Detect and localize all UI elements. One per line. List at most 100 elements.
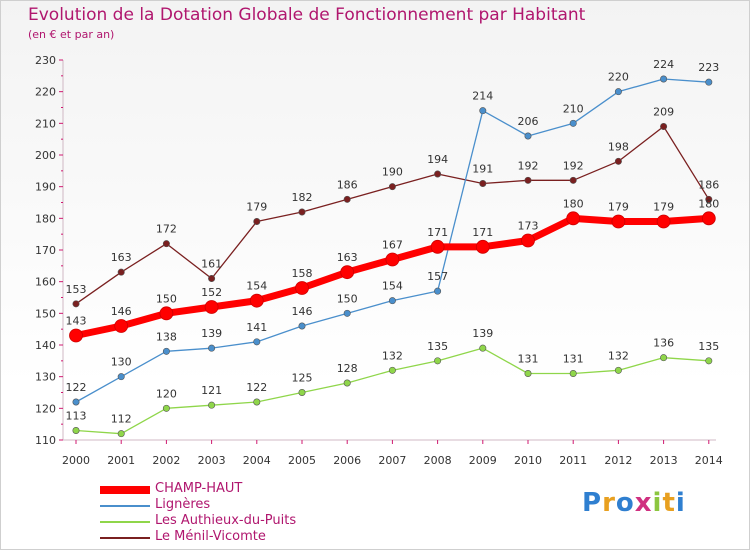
data-point [524,132,532,140]
data-label: 113 [66,410,87,423]
logo-letter: x [634,488,653,518]
data-label: 128 [337,362,358,375]
data-point [430,239,445,254]
data-label: 171 [427,226,448,239]
data-label: 131 [518,353,539,366]
data-point [656,214,671,229]
data-point [253,338,261,346]
data-label: 122 [246,381,267,394]
data-point [521,233,535,248]
y-tick-label: 170 [35,244,56,257]
data-point [340,265,355,280]
data-point [162,404,170,412]
data-label: 131 [563,353,584,366]
data-point [660,123,668,131]
data-point [524,176,532,184]
data-label: 179 [608,201,629,214]
data-point [524,369,532,377]
data-point [569,369,577,377]
x-tick-label: 2003 [198,454,226,467]
x-tick-label: 2001 [107,454,135,467]
data-point [614,88,622,96]
data-point [72,426,80,434]
data-point [705,78,713,86]
data-point [162,240,170,248]
data-label: 192 [518,159,539,172]
data-label: 112 [111,413,132,426]
data-point [162,347,170,355]
data-point [569,119,577,127]
x-tick-label: 2004 [243,454,271,467]
data-label: 163 [111,251,132,264]
data-point [569,176,577,184]
data-label: 154 [246,280,267,293]
data-point [208,274,216,282]
x-tick-label: 2006 [333,454,361,467]
data-point [479,344,487,352]
data-label: 150 [156,292,177,305]
data-point [159,306,174,321]
data-point [298,388,306,396]
data-label: 172 [156,223,177,236]
data-label: 143 [66,315,87,328]
data-label: 206 [518,115,539,128]
data-point [208,401,216,409]
data-label: 122 [66,381,87,394]
data-point [611,214,626,229]
data-point [117,430,125,438]
data-point [343,309,351,317]
data-point [701,211,716,226]
legend-swatch [100,486,150,494]
data-label: 120 [156,387,177,400]
proxiti-logo: Proxiti [582,488,686,518]
data-point [479,180,487,188]
data-label: 167 [382,239,403,252]
y-tick-label: 200 [35,149,56,162]
data-point [72,300,80,308]
data-point [72,398,80,406]
data-point [253,398,261,406]
data-label: 186 [698,178,719,191]
logo-letter: r [602,488,616,518]
legend-label: CHAMP-HAUT [155,481,243,496]
legend-swatch [100,505,150,507]
legend-label: Lignères [155,497,211,512]
data-point [705,357,713,365]
x-tick-label: 2002 [152,454,180,467]
data-point [479,107,487,115]
x-tick-label: 2013 [650,454,678,467]
data-label: 180 [563,197,584,210]
x-tick-label: 2007 [378,454,406,467]
data-label: 192 [563,159,584,172]
logo-letter: t [662,488,676,518]
data-label: 121 [201,384,222,397]
data-label: 135 [427,340,448,353]
legend-swatch [100,521,150,523]
x-tick-label: 2014 [695,454,723,467]
y-tick-label: 190 [35,181,56,194]
y-tick-label: 160 [35,276,56,289]
data-label: 161 [201,258,222,271]
data-point [388,297,396,305]
x-tick-label: 2009 [469,454,497,467]
data-point [566,211,581,226]
data-label: 141 [246,321,267,334]
data-point [298,208,306,216]
data-label: 223 [698,61,719,74]
legend-label: Les Authieux-du-Puits [155,513,297,528]
data-label: 153 [66,283,87,296]
x-tick-label: 2011 [559,454,587,467]
data-point [343,195,351,203]
data-point [614,366,622,374]
data-label: 191 [472,163,493,176]
chart-title: Evolution de la Dotation Globale de Fonc… [28,5,586,25]
data-point [343,379,351,387]
data-label: 224 [653,58,674,71]
data-label: 220 [608,71,629,84]
data-label: 136 [653,337,674,350]
data-label: 158 [292,267,313,280]
data-label: 179 [246,201,267,214]
data-label: 157 [427,270,448,283]
data-point [114,319,129,333]
